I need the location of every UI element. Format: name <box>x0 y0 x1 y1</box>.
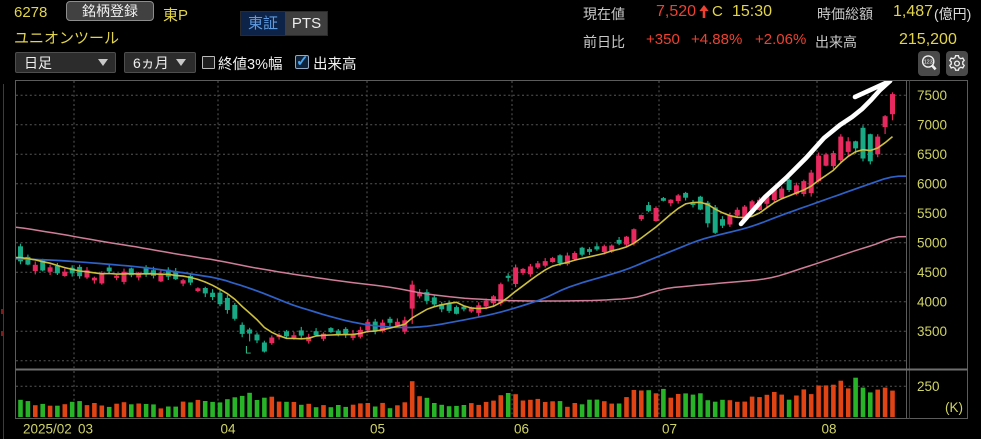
svg-text:5000: 5000 <box>917 236 947 251</box>
svg-text:7500: 7500 <box>917 88 947 103</box>
svg-text:3500: 3500 <box>917 324 947 339</box>
svg-text:04: 04 <box>221 422 237 437</box>
svg-text:123: 123 <box>924 60 933 66</box>
svg-text:06: 06 <box>514 422 529 437</box>
svg-text:(K): (K) <box>945 400 963 415</box>
svg-text:07: 07 <box>662 422 677 437</box>
svg-text:4000: 4000 <box>917 295 947 310</box>
svg-text:7000: 7000 <box>917 118 947 133</box>
svg-text:6500: 6500 <box>917 147 947 162</box>
svg-text:05: 05 <box>370 422 385 437</box>
svg-text:4500: 4500 <box>917 265 947 280</box>
svg-text:08: 08 <box>822 422 837 437</box>
svg-text:5500: 5500 <box>917 206 947 221</box>
svg-text:250: 250 <box>917 379 940 394</box>
svg-text:03: 03 <box>78 422 93 437</box>
svg-text:6000: 6000 <box>917 177 947 192</box>
svg-text:2025/02: 2025/02 <box>23 422 72 437</box>
svg-text:L: L <box>245 345 251 357</box>
